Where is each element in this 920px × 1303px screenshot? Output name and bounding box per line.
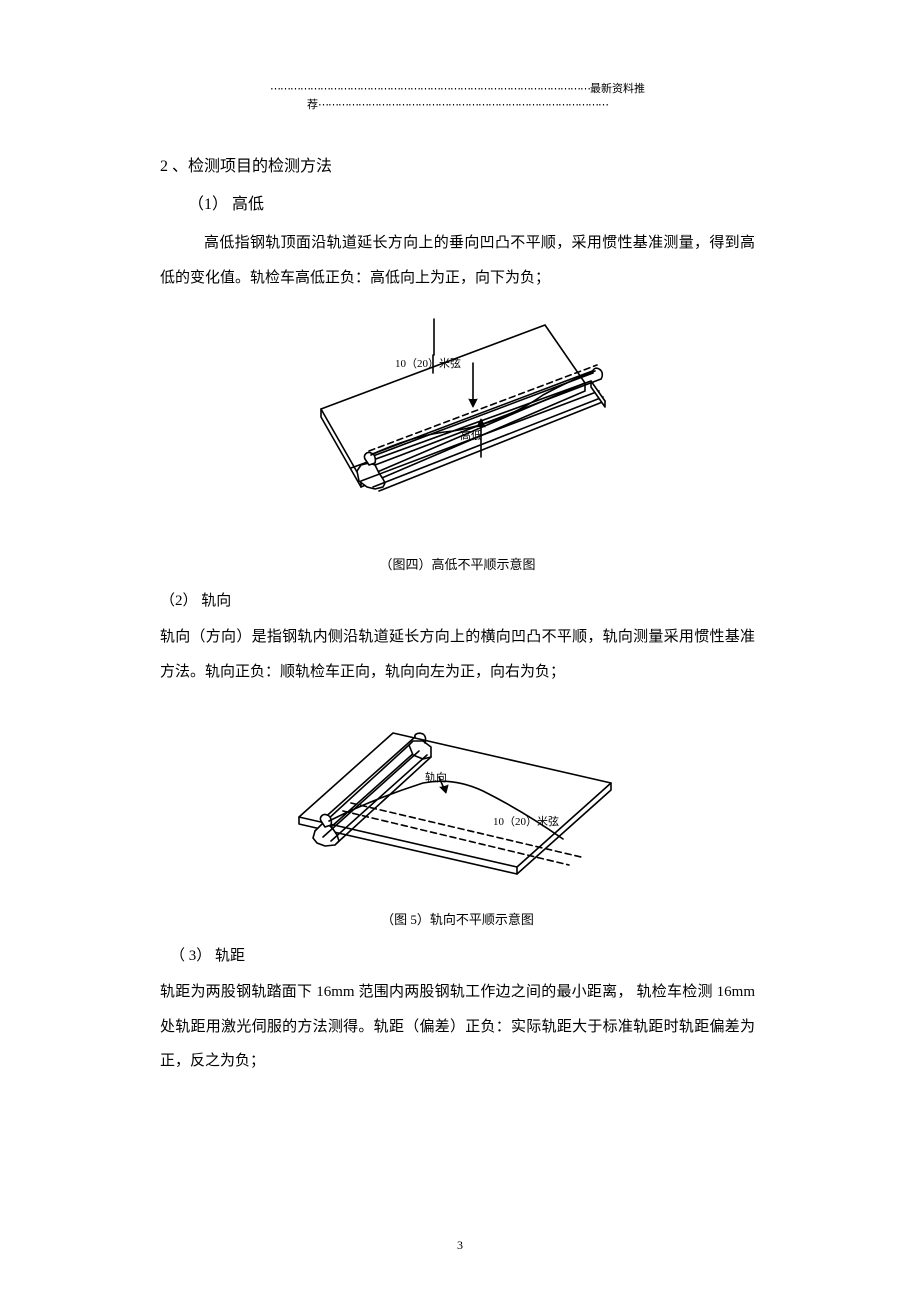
fig1-chord-label: 10（20）米弦 xyxy=(395,356,461,370)
figure-1-caption: （图四）高低不平顺示意图 xyxy=(160,554,755,573)
document-page: ⋯⋯⋯⋯⋯⋯⋯⋯⋯⋯⋯⋯⋯⋯⋯⋯⋯⋯⋯⋯⋯⋯⋯⋯⋯⋯⋯⋯⋯⋯⋯⋯最新资料推荐⋯⋯… xyxy=(0,0,920,1119)
fig2-direction-label: 轨向 xyxy=(425,770,447,784)
item-3-label: （ 3） 轨距 xyxy=(160,944,755,965)
fig1-height-label: 高低 xyxy=(460,428,482,442)
item-1-label: （1） 高低 xyxy=(160,190,755,214)
section-title: 2 、检测项目的检测方法 xyxy=(160,152,755,176)
figure-2-diagram: 轨向 10（20）米弦 xyxy=(293,721,623,886)
figure-1-diagram: 10（20）米弦 高低 xyxy=(303,313,613,531)
figure-2-caption: （图 5）轨向不平顺示意图 xyxy=(160,909,755,928)
item-2-label: （2） 轨向 xyxy=(160,589,755,610)
figure-1-container: 10（20）米弦 高低 xyxy=(160,313,755,536)
header-dots-left: ⋯⋯⋯⋯⋯⋯⋯⋯⋯⋯⋯⋯⋯⋯⋯⋯⋯⋯⋯⋯⋯⋯⋯⋯⋯⋯⋯⋯⋯⋯⋯⋯ xyxy=(270,83,590,95)
item-3-text: 轨距为两股钢轨踏面下 16mm 范围内两股钢轨工作边之间的最小距离， 轨检车检测… xyxy=(160,975,755,1079)
page-number: 3 xyxy=(457,1238,463,1253)
figure-2-container: 轨向 10（20）米弦 xyxy=(160,721,755,891)
item-2-text: 轨向（方向）是指钢轨内侧沿轨道延长方向上的横向凹凸不平顺，轨向测量采用惯性基准方… xyxy=(160,620,755,689)
item-1-text: 高低指钢轨顶面沿轨道延长方向上的垂向凹凸不平顺，采用惯性基准测量，得到高低的变化… xyxy=(160,226,755,295)
header-divider: ⋯⋯⋯⋯⋯⋯⋯⋯⋯⋯⋯⋯⋯⋯⋯⋯⋯⋯⋯⋯⋯⋯⋯⋯⋯⋯⋯⋯⋯⋯⋯⋯最新资料推荐⋯⋯… xyxy=(160,80,755,112)
header-dots-right: ⋯⋯⋯⋯⋯⋯⋯⋯⋯⋯⋯⋯⋯⋯⋯⋯⋯⋯⋯⋯⋯⋯⋯⋯⋯⋯⋯⋯⋯ xyxy=(318,99,608,111)
fig2-chord-label: 10（20）米弦 xyxy=(493,814,559,828)
